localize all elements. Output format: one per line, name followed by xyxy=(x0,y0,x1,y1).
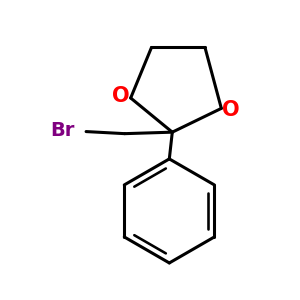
Text: Br: Br xyxy=(50,121,74,140)
Text: O: O xyxy=(112,85,130,106)
Text: O: O xyxy=(222,100,240,120)
